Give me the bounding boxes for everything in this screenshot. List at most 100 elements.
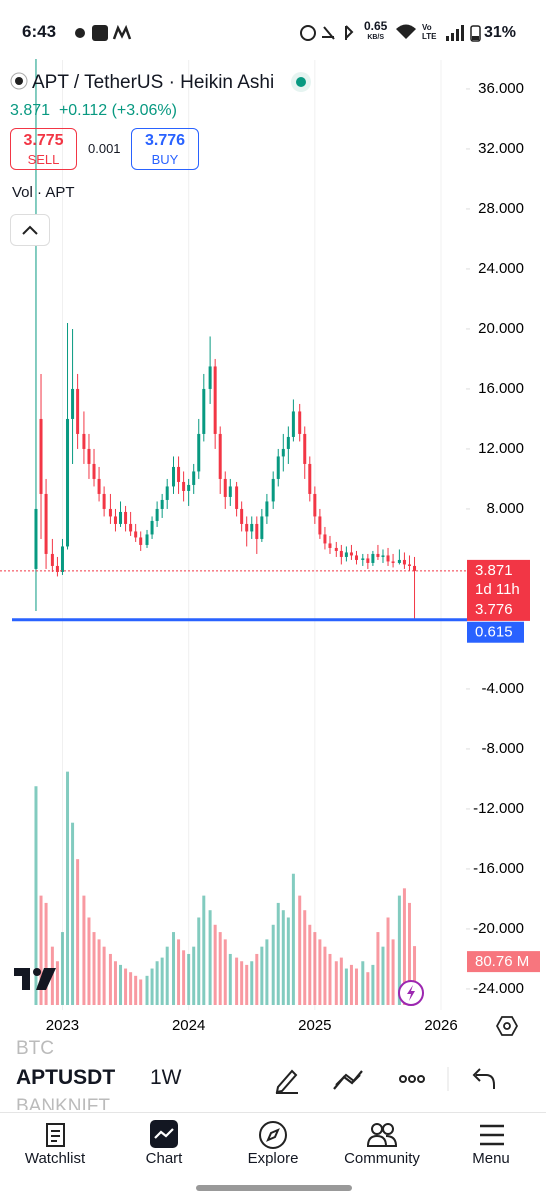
candle-body <box>361 558 365 560</box>
candle-body <box>260 516 264 539</box>
toolbar-icon-set <box>275 1067 495 1094</box>
volume-bar <box>60 932 64 1005</box>
symbol-title[interactable]: APT / TetherUS · Heikin Ashi <box>10 72 317 94</box>
candle-body <box>82 433 86 449</box>
candle-body <box>413 565 417 571</box>
y-tick-label: -16.000 <box>473 860 524 877</box>
settings-button[interactable] <box>495 1015 519 1042</box>
candle-body <box>87 448 91 464</box>
candle-body <box>92 463 96 479</box>
y-tick-label: 32.000 <box>478 140 524 157</box>
candle-body <box>44 493 48 554</box>
candle-body <box>97 478 101 494</box>
nav-explore[interactable]: Explore <box>223 1120 323 1167</box>
volume-bar <box>371 964 375 1005</box>
candle-body <box>182 481 186 491</box>
y-tick-label: -24.000 <box>473 980 524 997</box>
y-tick-label: 28.000 <box>478 200 524 217</box>
buy-button[interactable]: 3.776 BUY <box>131 128 199 170</box>
y-tick-label: 24.000 <box>478 260 524 277</box>
y-tick-label: -20.000 <box>473 920 524 937</box>
volume-bar <box>402 888 406 1005</box>
volume-bar <box>391 939 395 1005</box>
nav-label: Community <box>344 1150 420 1167</box>
volume-bar <box>313 932 317 1005</box>
volume-bar <box>413 946 417 1005</box>
volume-bar <box>303 910 307 1005</box>
candle-body <box>102 493 106 509</box>
nav-watchlist[interactable]: Watchlist <box>5 1120 105 1167</box>
volume-bar <box>235 957 239 1005</box>
volume-bar <box>182 950 186 1005</box>
indicators-icon[interactable] <box>333 1070 363 1090</box>
candle-body <box>303 433 307 464</box>
volume-bar <box>318 939 322 1005</box>
volume-bar <box>160 957 164 1005</box>
volume-bar <box>44 902 48 1005</box>
candle-body <box>376 553 380 557</box>
chart: 2023 2024 2025 2026 36.000 32.000 28.000 24.000… <box>0 58 540 1034</box>
sell-button[interactable]: 3.775 SELL <box>10 128 77 170</box>
volume-bar <box>276 902 280 1005</box>
speed-value: 0.65 <box>364 19 388 33</box>
undo-icon[interactable] <box>472 1068 495 1089</box>
nav-community[interactable]: Community <box>332 1120 432 1167</box>
candle-body <box>334 547 338 551</box>
interval[interactable]: 1W <box>150 1066 182 1089</box>
x-tick-label: 2023 <box>46 1017 79 1034</box>
candle-body <box>113 516 117 524</box>
volume-indicator[interactable]: Vol · APT <box>12 184 75 201</box>
more-icon[interactable] <box>399 1075 425 1083</box>
net-speed: 0.65 KB/S <box>364 19 388 42</box>
volume-bar <box>361 961 365 1005</box>
candle-body <box>391 561 395 563</box>
volume-bar <box>139 979 143 1005</box>
volume-bar <box>192 946 196 1005</box>
volume-bar <box>187 953 191 1005</box>
explore-icon <box>259 1121 287 1149</box>
candle-body <box>39 418 43 494</box>
candle-body <box>197 433 201 472</box>
candle-body <box>192 471 196 485</box>
chart-icon <box>150 1120 178 1148</box>
x-tick-label: 2024 <box>172 1017 205 1034</box>
y-tick-label: -8.000 <box>481 740 524 757</box>
candle-body <box>386 555 390 562</box>
volume-bar <box>386 917 390 1005</box>
volume-bar <box>129 972 133 1005</box>
x-tick-label: 2026 <box>424 1017 457 1034</box>
wifi <box>396 24 416 39</box>
volume-bar <box>255 953 259 1005</box>
volume-bar <box>376 932 380 1005</box>
collapse-button[interactable] <box>10 214 50 246</box>
buy-label: BUY <box>151 152 179 167</box>
volume-bar <box>265 939 269 1005</box>
candle-body <box>134 531 138 538</box>
candle-body <box>265 501 269 517</box>
candle-body <box>255 523 259 539</box>
candle-body <box>228 486 232 497</box>
menu-icon <box>480 1124 504 1146</box>
volume-bar <box>97 939 101 1005</box>
candle-body <box>402 559 406 565</box>
candle-body <box>381 555 385 557</box>
toolbar-symbol[interactable]: APTUSDT <box>16 1066 116 1089</box>
draw-icon[interactable] <box>275 1069 298 1094</box>
wifi-icon <box>394 22 418 45</box>
y-tick-label: 12.000 <box>478 440 524 457</box>
nav-label: Watchlist <box>24 1150 86 1167</box>
candle-body <box>281 448 285 457</box>
lightning-button[interactable] <box>397 979 425 1012</box>
candle-body <box>177 466 181 482</box>
candle-body <box>71 388 75 419</box>
candle-body <box>323 534 327 544</box>
battery-level: 31% <box>484 24 517 41</box>
nav-label: Chart <box>145 1150 183 1167</box>
candle-body <box>328 543 332 548</box>
volume-tag <box>467 951 540 973</box>
volume-bar <box>286 917 290 1005</box>
nav-chart[interactable]: Chart <box>114 1120 214 1167</box>
buy-price: 3.776 <box>144 132 186 149</box>
nav-menu[interactable]: Menu <box>441 1120 541 1167</box>
